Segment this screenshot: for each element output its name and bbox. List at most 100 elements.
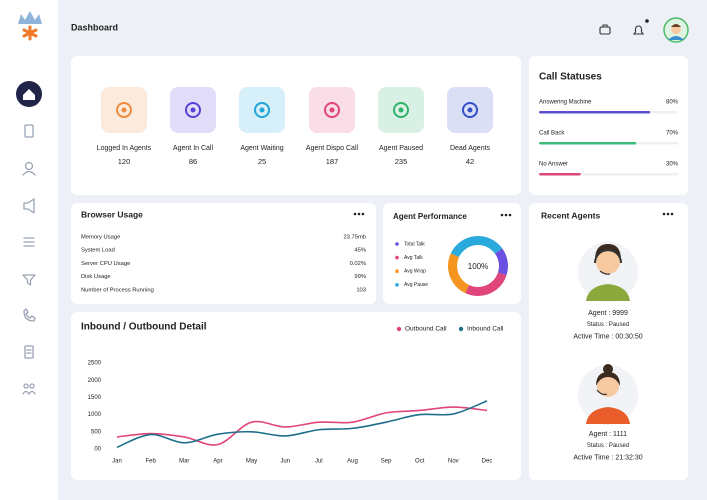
agent-avatar [578, 242, 638, 302]
legend-label: Outbound Call [405, 326, 447, 333]
usage-value: 23.75mb [343, 235, 366, 241]
usage-value: 0.02% [350, 261, 366, 267]
usage-value: 99% [354, 274, 366, 280]
stat-label: Agent Paused [379, 145, 423, 152]
stat-label: Logged In Agents [97, 145, 152, 152]
stat-value: 42 [466, 157, 474, 166]
donut-segment [465, 272, 507, 296]
y-tick-label: 00 [94, 447, 101, 453]
stat-icon [324, 102, 340, 118]
x-tick-label: Oct [415, 459, 425, 465]
legend-label: Avg Wrap [404, 269, 426, 275]
stat-icon [393, 102, 409, 118]
sidebar [0, 0, 58, 500]
usage-label: Server CPU Usage [81, 261, 130, 267]
x-tick-label: Dec [482, 459, 493, 465]
stat-label: Dead Agents [450, 145, 491, 152]
agent-status: Status : Paused [587, 322, 629, 328]
stat-icon-dot [121, 107, 127, 113]
donut-segment [450, 236, 503, 258]
donut-segment [448, 253, 470, 294]
card-title: Agent Performance [393, 212, 467, 221]
status-value: 80% [666, 100, 679, 106]
usage-label: System Load [81, 248, 115, 254]
y-tick-label: 2500 [88, 361, 102, 367]
stats-card [71, 56, 521, 195]
x-tick-label: Jan [112, 459, 122, 465]
status-bar [539, 142, 637, 145]
line-series [116, 400, 488, 449]
y-tick-label: 500 [91, 429, 102, 435]
legend-label: Inbound Call [467, 326, 504, 333]
usage-label: Memory Usage [81, 235, 120, 241]
stat-icon-dot [259, 107, 265, 113]
legend-dot [395, 283, 399, 287]
legend-label: Total Talk [404, 241, 425, 247]
donut-center-label: 100% [468, 262, 488, 271]
stat-value: 120 [118, 157, 131, 166]
x-tick-label: May [246, 459, 257, 465]
x-tick-label: Apr [213, 459, 222, 465]
agent-id: Agent : 9999 [588, 310, 628, 317]
agents-card [529, 203, 688, 480]
y-tick-label: 1000 [88, 412, 102, 418]
usage-value: 45% [354, 248, 366, 254]
stat-icon-dot [329, 107, 335, 113]
legend-dot [458, 326, 464, 332]
y-tick-label: 1500 [88, 395, 102, 401]
agent-active-time: Active Time : 00:30:50 [573, 333, 642, 340]
status-label: No Answer [539, 162, 568, 168]
x-tick-label: Jul [315, 459, 323, 465]
header-icons[interactable] [599, 17, 689, 43]
agent-active-time: Active Time : 21:32:30 [573, 454, 642, 461]
menu-dots[interactable] [353, 212, 674, 217]
card-title: Browser Usage [81, 209, 143, 219]
card-title: Call Statuses [539, 72, 602, 83]
line-series [116, 406, 488, 446]
stat-label: Agent Dispo Call [306, 145, 359, 152]
status-label: Call Back [539, 131, 565, 137]
usage-value: 103 [356, 287, 366, 293]
legend-dot [395, 269, 399, 274]
agent-status: Status : Paused [587, 443, 629, 449]
status-bar [539, 173, 581, 176]
status-value: 30% [666, 162, 679, 168]
legend-dot [395, 242, 399, 246]
call-status-card [529, 56, 688, 195]
donut-segment [494, 248, 509, 276]
chart-card [71, 312, 521, 480]
y-tick-label: 2000 [88, 378, 102, 384]
stat-label: Agent In Call [173, 145, 214, 152]
agent-id: Agent : 1111 [589, 431, 627, 438]
x-tick-label: Jun [280, 459, 290, 465]
stat-icon [462, 102, 478, 118]
status-bar [539, 111, 651, 114]
stat-value: 187 [326, 157, 339, 166]
legend-label: Avg Pause [404, 282, 428, 288]
card-title: Inbound / Outbound Detail [81, 322, 207, 333]
stat-value: 25 [258, 157, 266, 166]
logo [18, 11, 42, 41]
agent-avatar [578, 364, 638, 425]
legend-dot [396, 326, 402, 332]
stat-label: Agent Waiting [240, 145, 283, 152]
stat-icon-dot [398, 107, 404, 113]
card-title: Recent Agents [541, 210, 600, 220]
x-tick-label: Feb [145, 459, 156, 465]
nav-icons[interactable] [22, 124, 36, 395]
browser-card [71, 203, 376, 304]
legend-dot [395, 255, 399, 260]
stat-icon-dot [190, 107, 196, 113]
stat-value: 86 [189, 157, 197, 166]
stat-icon-dot [467, 107, 473, 113]
usage-label: Number of Process Running [81, 287, 154, 293]
status-value: 70% [666, 131, 679, 137]
legend-label: Avg Talk [404, 255, 423, 261]
x-tick-label: Nov [448, 459, 459, 465]
stat-icon [185, 102, 201, 118]
x-tick-label: Aug [347, 459, 358, 465]
x-tick-label: Mar [179, 459, 189, 465]
stat-icon [254, 102, 270, 118]
stat-value: 235 [395, 157, 408, 166]
